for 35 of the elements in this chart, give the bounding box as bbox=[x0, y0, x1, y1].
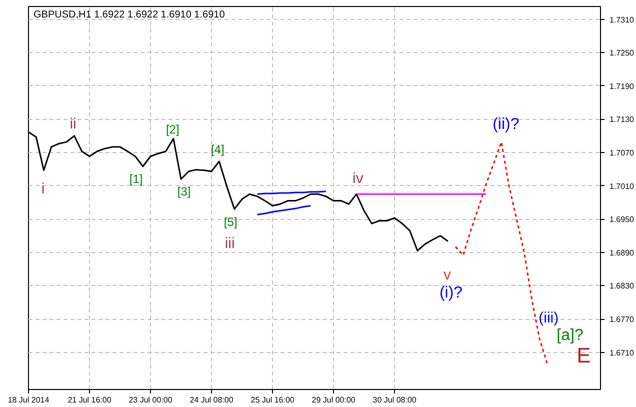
annotation: (ii)? bbox=[492, 116, 520, 134]
y-tick-label: 1.6830 bbox=[610, 282, 635, 291]
y-tick-label: 1.7010 bbox=[610, 182, 635, 191]
annotation: [1] bbox=[129, 172, 143, 186]
y-tick-label: 1.7310 bbox=[610, 15, 635, 24]
annotation: iii bbox=[224, 235, 235, 252]
annotation: i bbox=[41, 180, 45, 198]
x-tick-label: 29 Jul 00:00 bbox=[312, 396, 356, 404]
line-series bbox=[256, 205, 312, 216]
x-tick-label: 24 Jul 08:00 bbox=[190, 396, 234, 404]
annotation: ii bbox=[70, 116, 76, 133]
annotation: (iii) bbox=[538, 309, 559, 326]
x-tick-label: 18 Jul 2014 bbox=[8, 396, 50, 404]
annotation: iv bbox=[352, 170, 364, 188]
annotation: E bbox=[576, 344, 591, 368]
chart-title: GBPUSD,H1 1.6922 1.6922 1.6910 1.6910 bbox=[34, 10, 226, 20]
annotation: [5] bbox=[224, 214, 238, 229]
x-tick-label: 25 Jul 16:00 bbox=[250, 396, 295, 404]
y-tick-label: 1.6890 bbox=[610, 248, 635, 258]
x-tick-label: 30 Jul 08:00 bbox=[372, 396, 417, 404]
x-tick-label: 23 Jul 00:00 bbox=[128, 396, 173, 404]
y-tick-label: 1.7190 bbox=[610, 82, 635, 91]
y-tick-label: 1.7250 bbox=[610, 48, 635, 58]
y-tick-label: 1.7130 bbox=[610, 115, 635, 124]
y-tick-label: 1.6950 bbox=[610, 215, 635, 224]
annotation: v bbox=[443, 266, 452, 284]
annotation: (i)? bbox=[439, 284, 463, 302]
x-tick-label: 21 Jul 16:00 bbox=[68, 396, 112, 404]
y-tick-label: 1.6770 bbox=[610, 315, 635, 324]
annotation: [3] bbox=[177, 184, 191, 198]
annotation: [4] bbox=[210, 142, 224, 157]
annotation: [2] bbox=[166, 122, 180, 137]
annotation: [a]? bbox=[556, 327, 584, 344]
y-tick-label: 1.7070 bbox=[610, 148, 635, 158]
y-tick-label: 1.6710 bbox=[610, 348, 635, 358]
